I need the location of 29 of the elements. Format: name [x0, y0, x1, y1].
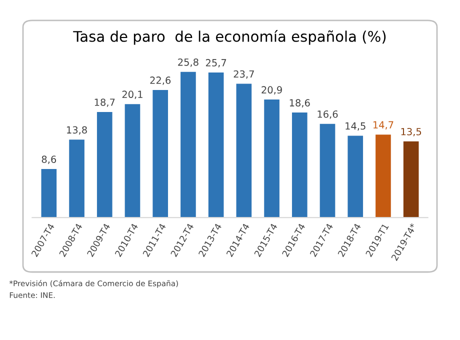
data-label: 13,8 [67, 126, 87, 135]
bar [208, 72, 224, 218]
data-label: 18,6 [290, 99, 310, 108]
bar [69, 140, 84, 218]
bar [124, 104, 140, 218]
bar [236, 84, 252, 218]
data-label: 18,7 [94, 98, 115, 107]
bar [348, 136, 364, 218]
bar [264, 100, 280, 218]
data-label: 22,6 [150, 76, 171, 85]
data-label: 14,7 [373, 121, 394, 130]
data-label: 20,1 [122, 90, 142, 100]
bar [96, 112, 112, 218]
data-label: 25,7 [206, 59, 226, 68]
data-label: 23,7 [234, 70, 254, 79]
bar [41, 169, 57, 218]
data-label: 16,6 [318, 110, 338, 119]
bar [292, 112, 308, 218]
bar [403, 141, 419, 218]
bar [152, 90, 168, 218]
data-label: 25,8 [178, 58, 198, 67]
bar [320, 124, 336, 218]
data-label: 8,6 [42, 156, 56, 164]
data-label: 20,9 [262, 86, 282, 94]
bar [180, 72, 196, 218]
chart-title: Tasa de paro de la economía española (%) [73, 30, 386, 45]
bar [376, 134, 391, 218]
data-label: 13,5 [401, 128, 422, 136]
data-label: 14,5 [346, 122, 366, 131]
